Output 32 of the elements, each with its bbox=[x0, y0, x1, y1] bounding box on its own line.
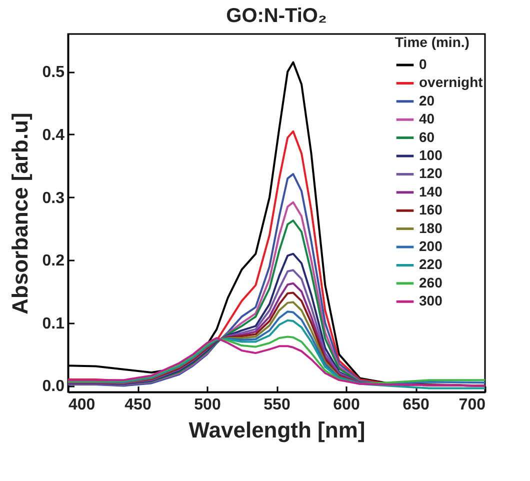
y-tick-label: 0.4 bbox=[42, 126, 65, 144]
legend-label: 40 bbox=[419, 110, 435, 127]
x-tick-label: 650 bbox=[402, 396, 430, 414]
y-tick-label: 0.3 bbox=[42, 190, 65, 207]
legend-label: 120 bbox=[419, 165, 443, 182]
x-tick-label: 550 bbox=[264, 396, 290, 414]
y-tick-label: 0.0 bbox=[42, 378, 65, 396]
y-tick-label: 0.2 bbox=[42, 252, 65, 270]
x-tick-label: 600 bbox=[333, 396, 360, 414]
legend-label: 140 bbox=[419, 183, 443, 200]
legend-label: 200 bbox=[419, 238, 443, 254]
legend-label: overnight bbox=[419, 74, 484, 90]
x-tick-label: 400 bbox=[68, 396, 96, 414]
x-tick-label: 450 bbox=[124, 396, 152, 414]
x-tick-label: 500 bbox=[194, 396, 221, 414]
line-series bbox=[68, 319, 485, 390]
legend-label: 0 bbox=[419, 56, 427, 72]
legend-label: 260 bbox=[419, 274, 443, 290]
y-tick-label: 0.1 bbox=[42, 315, 65, 332]
chart-title: GO:N-TiO₂ bbox=[226, 5, 327, 27]
legend-label: 220 bbox=[419, 256, 443, 272]
y-tick-label: 0.5 bbox=[42, 64, 65, 82]
legend-label: 300 bbox=[419, 292, 443, 309]
legend-label: 60 bbox=[419, 128, 435, 145]
x-tick-label: 700 bbox=[458, 396, 486, 414]
y-axis-title: Absorbance [arb.u] bbox=[7, 112, 32, 314]
legend-label: 100 bbox=[419, 147, 443, 163]
x-axis-title: Wavelength [nm] bbox=[188, 418, 366, 442]
legend-label: 180 bbox=[419, 220, 443, 236]
legend-label: 160 bbox=[419, 202, 443, 218]
legend-title: Time (min.) bbox=[395, 34, 470, 50]
legend-label: 20 bbox=[419, 92, 435, 108]
